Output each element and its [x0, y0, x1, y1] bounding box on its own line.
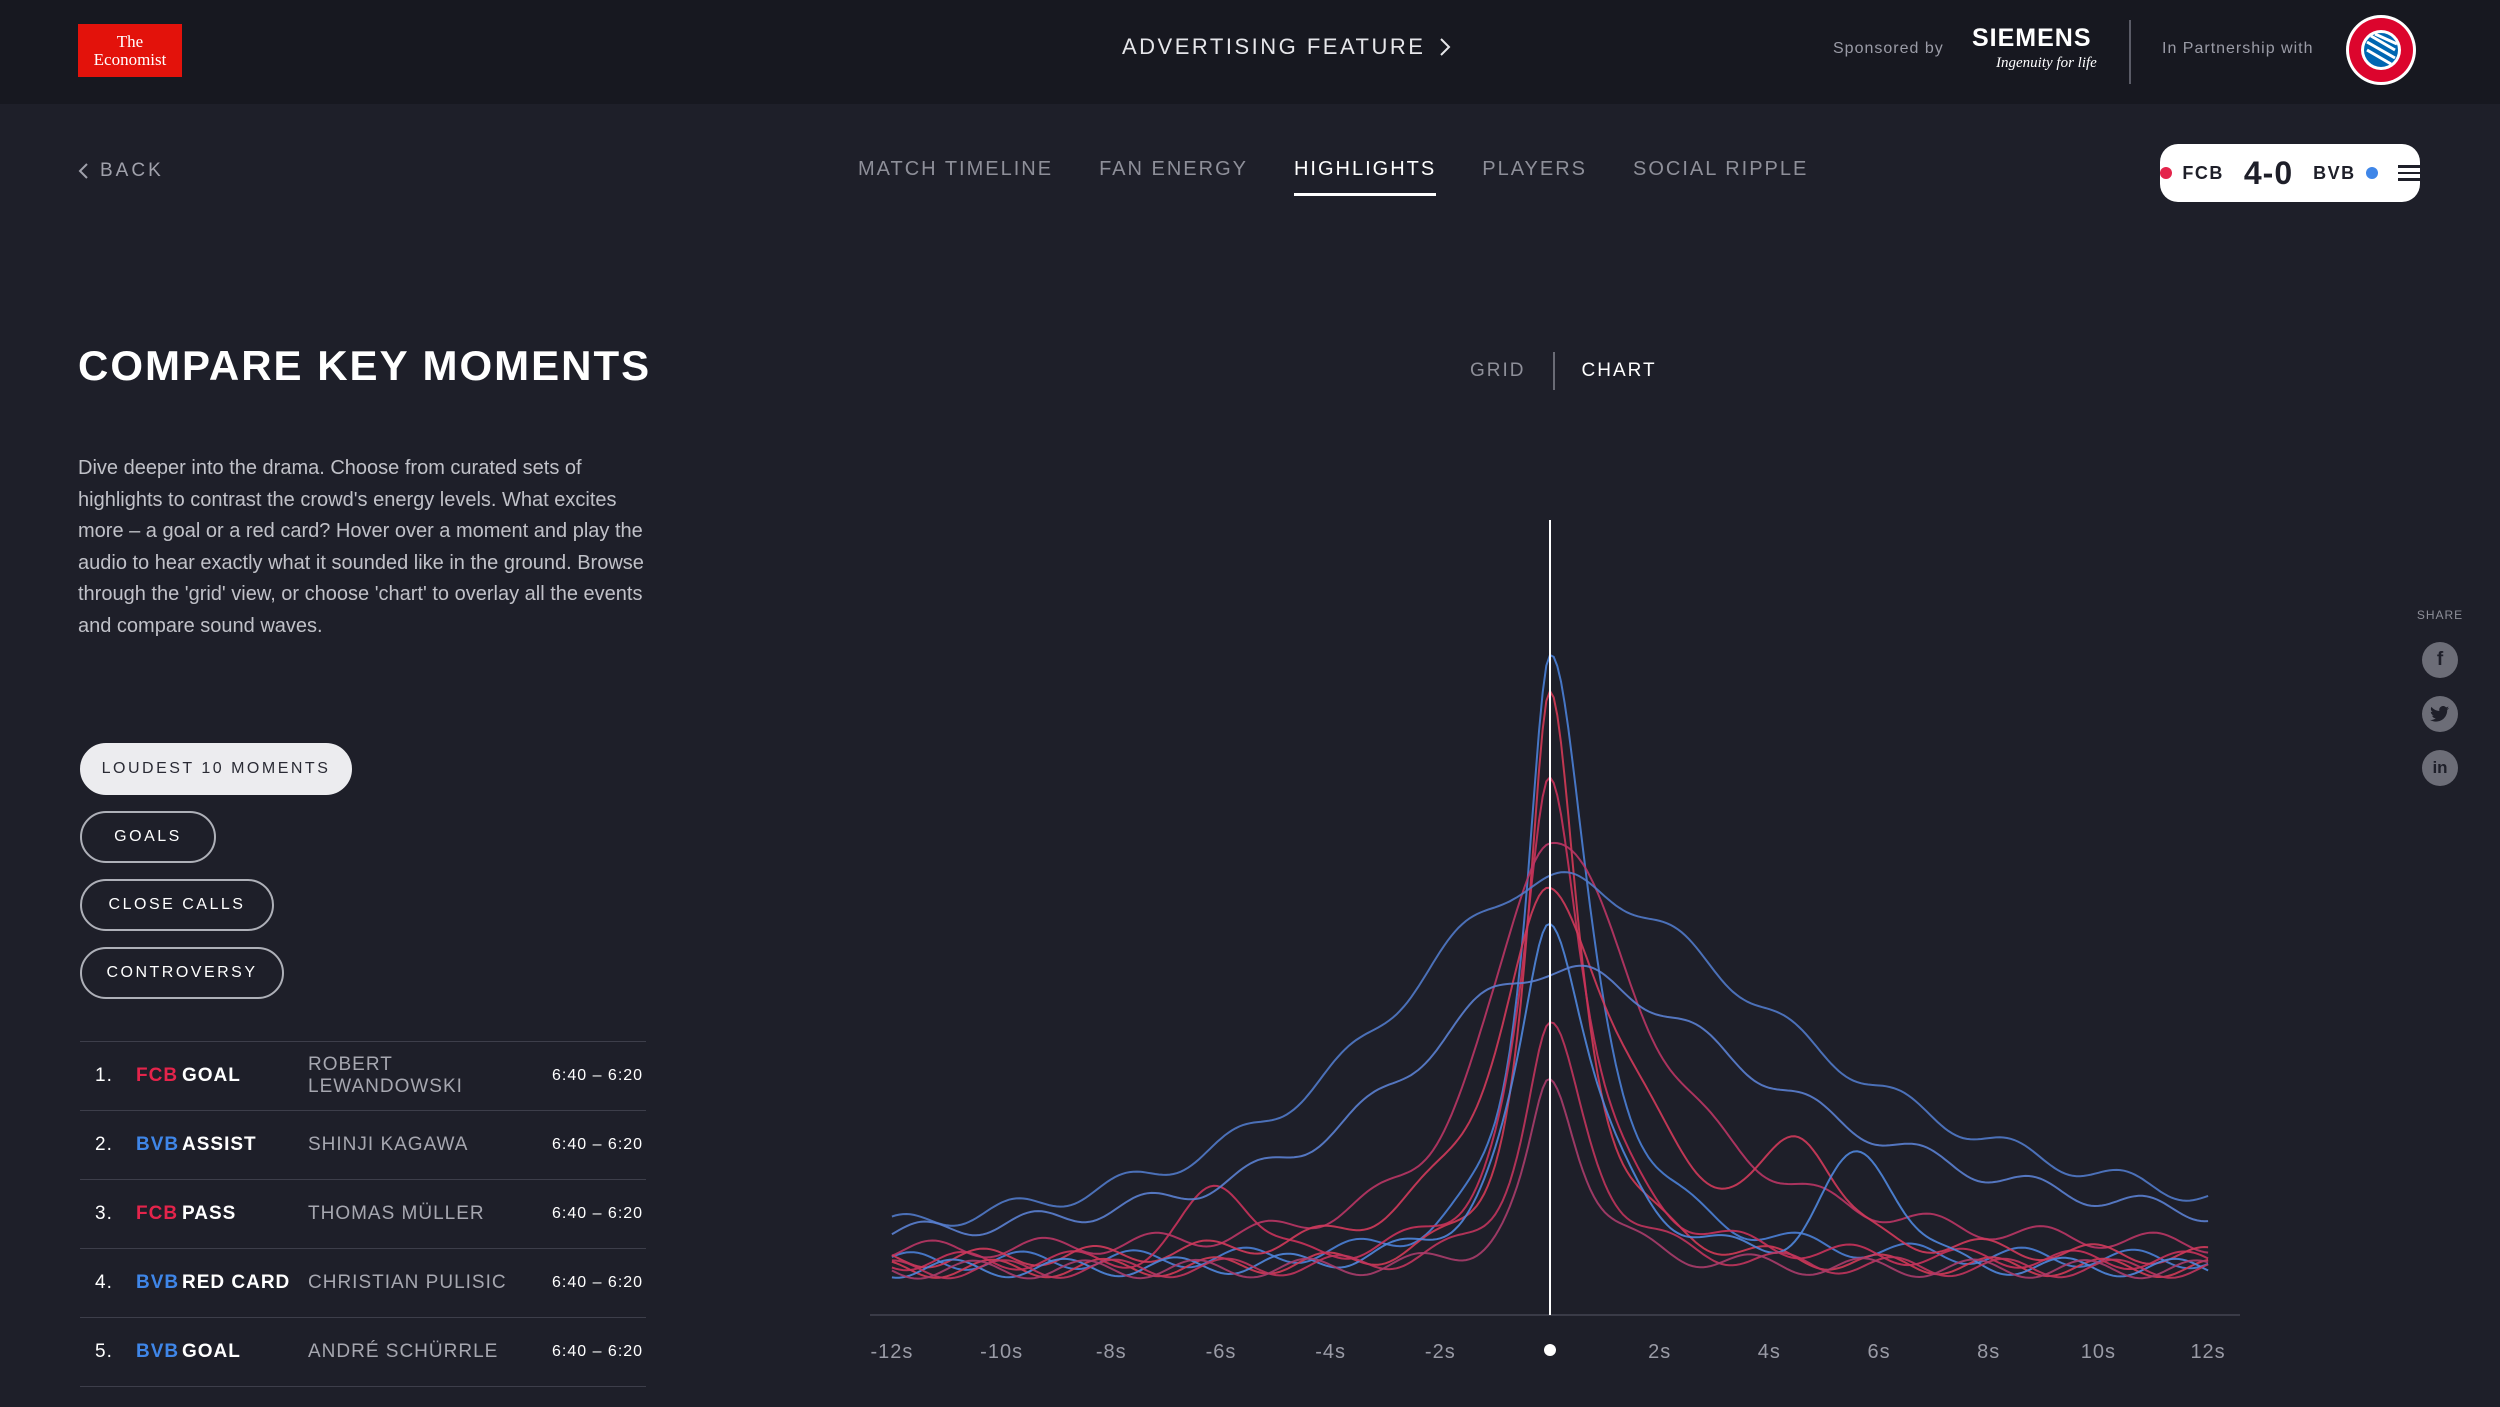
away-team: BVB: [2313, 162, 2356, 183]
back-button[interactable]: BACK: [78, 160, 164, 182]
moment-event: ASSIST: [182, 1134, 257, 1155]
linkedin-icon[interactable]: in: [2422, 750, 2458, 786]
top-bar: The Economist ADVERTISING FEATURE Sponso…: [0, 0, 2500, 104]
header-divider: [2129, 20, 2131, 84]
moment-event: GOAL: [182, 1065, 241, 1086]
home-team-dot: [2160, 167, 2173, 179]
moment-row[interactable]: 5. BVB GOAL ANDRÉ SCHÜRRLE 6:40 – 6:20: [80, 1317, 646, 1387]
tab-players[interactable]: PLAYERS: [1482, 158, 1588, 180]
partnership-label: In Partnership with: [2162, 40, 2314, 57]
zero-marker-dot: [1544, 1344, 1556, 1356]
filter-controversy[interactable]: CONTROVERSY: [80, 947, 284, 999]
moment-team: BVB: [136, 1134, 180, 1155]
x-tick-label: -12s: [870, 1341, 913, 1363]
page-title: COMPARE KEY MOMENTS: [78, 342, 652, 389]
x-tick-label: -8s: [1096, 1341, 1127, 1363]
moment-row[interactable]: 4. BVB RED CARD CHRISTIAN PULISIC 6:40 –…: [80, 1248, 646, 1317]
facebook-icon[interactable]: f: [2422, 642, 2458, 678]
match-score: 4-0: [2243, 154, 2294, 191]
moment-rank: 5.: [95, 1341, 113, 1362]
moment-time: 6:40 – 6:20: [552, 1067, 644, 1084]
siemens-name: SIEMENS: [1972, 24, 2092, 52]
tab-fan-energy[interactable]: FAN ENERGY: [1099, 158, 1248, 180]
advertising-feature-label: ADVERTISING FEATURE: [1122, 34, 1426, 59]
fc-bayern-badge-icon[interactable]: [2345, 14, 2417, 86]
moment-rank: 4.: [95, 1272, 113, 1293]
logo-line-1: The: [116, 31, 144, 51]
tab-match-timeline[interactable]: MATCH TIMELINE: [858, 158, 1054, 180]
x-tick-label: -6s: [1206, 1341, 1237, 1363]
twitter-bird-glyph: [2430, 706, 2449, 722]
moment-event: RED CARD: [182, 1272, 291, 1293]
siemens-logo[interactable]: SIEMENS Ingenuity for life: [1972, 24, 2097, 72]
economist-logo[interactable]: The Economist: [78, 24, 182, 77]
moment-time: 6:40 – 6:20: [552, 1136, 644, 1153]
moment-team: FCB: [136, 1203, 179, 1224]
moment-player: CHRISTIAN PULISIC: [308, 1272, 507, 1293]
moment-player: ANDRÉ SCHÜRRLE: [308, 1341, 499, 1362]
x-tick-label: 12s: [2190, 1341, 2225, 1363]
moment-rank: 3.: [95, 1203, 113, 1224]
moment-team: FCB: [136, 1065, 179, 1086]
advertising-feature-link[interactable]: ADVERTISING FEATURE: [1122, 34, 1451, 60]
x-tick-label: 10s: [2081, 1341, 2116, 1363]
moment-team: BVB: [136, 1272, 180, 1293]
x-tick-label: -10s: [980, 1341, 1023, 1363]
filter-loudest-10-moments[interactable]: LOUDEST 10 MOMENTS: [80, 743, 352, 795]
grid-view-button[interactable]: GRID: [1470, 360, 1526, 381]
sponsored-by-label: Sponsored by: [1833, 40, 1944, 57]
x-tick-label: 8s: [1977, 1341, 2000, 1363]
x-tick-label: 6s: [1867, 1341, 1890, 1363]
moment-row[interactable]: 1. FCB GOAL ROBERT LEWANDOWSKI 6:40 – 6:…: [80, 1041, 646, 1110]
tab-social-ripple[interactable]: SOCIAL RIPPLE: [1633, 158, 1809, 180]
tab-highlights[interactable]: HIGHLIGHTS: [1293, 158, 1437, 196]
sound-wave-chart[interactable]: -12s -10s -8s -6s -4s -2s 2s 4s 6s 8s 10s 12s: [860, 510, 2240, 1370]
x-tick-label: 2s: [1648, 1341, 1671, 1363]
hamburger-menu-icon: [2397, 165, 2420, 181]
section-tabs: MATCH TIMELINE FAN ENERGY HIGHLIGHTS PLA…: [858, 158, 1808, 196]
chevron-left-icon: [78, 163, 88, 179]
share-panel: SHARE f in: [2416, 608, 2464, 804]
moment-time: 6:40 – 6:20: [552, 1343, 644, 1360]
moment-row[interactable]: 2. BVB ASSIST SHINJI KAGAWA 6:40 – 6:20: [80, 1110, 646, 1179]
moment-row[interactable]: 3. FCB PASS THOMAS MÜLLER 6:40 – 6:20: [80, 1179, 646, 1248]
moment-team: BVB: [136, 1341, 180, 1362]
score-menu-button[interactable]: FCB 4-0 BVB: [2160, 144, 2420, 202]
moment-event: GOAL: [182, 1341, 241, 1362]
moment-rank: 2.: [95, 1134, 113, 1155]
page-description: Dive deeper into the drama. Choose from …: [78, 457, 644, 637]
back-label: BACK: [100, 160, 164, 181]
moment-rank: 1.: [95, 1065, 113, 1086]
toggle-divider: [1552, 352, 1555, 390]
view-toggle: GRID CHART: [1470, 352, 1657, 390]
chart-view-button[interactable]: CHART: [1581, 360, 1657, 381]
x-tick-label: 4s: [1758, 1341, 1781, 1363]
logo-line-2: Economist: [93, 49, 167, 69]
moment-player: SHINJI KAGAWA: [308, 1134, 469, 1155]
home-team: FCB: [2182, 162, 2224, 183]
moment-time: 6:40 – 6:20: [552, 1274, 644, 1291]
moments-list: 1. FCB GOAL ROBERT LEWANDOWSKI 6:40 – 6:…: [80, 1041, 646, 1387]
moment-event: PASS: [182, 1203, 237, 1224]
away-team-dot: [2365, 167, 2378, 179]
x-tick-label: -4s: [1315, 1341, 1346, 1363]
x-tick-label: -2s: [1425, 1341, 1456, 1363]
chevron-right-icon: [1440, 38, 1451, 56]
moment-player: THOMAS MÜLLER: [308, 1203, 485, 1224]
moment-player: ROBERT LEWANDOWSKI: [308, 1054, 463, 1097]
share-label: SHARE: [2416, 608, 2464, 622]
siemens-tagline: Ingenuity for life: [1996, 55, 2097, 71]
twitter-icon[interactable]: [2422, 696, 2458, 732]
filter-goals[interactable]: GOALS: [80, 811, 216, 863]
filter-close-calls[interactable]: CLOSE CALLS: [80, 879, 274, 931]
moment-time: 6:40 – 6:20: [552, 1205, 644, 1222]
